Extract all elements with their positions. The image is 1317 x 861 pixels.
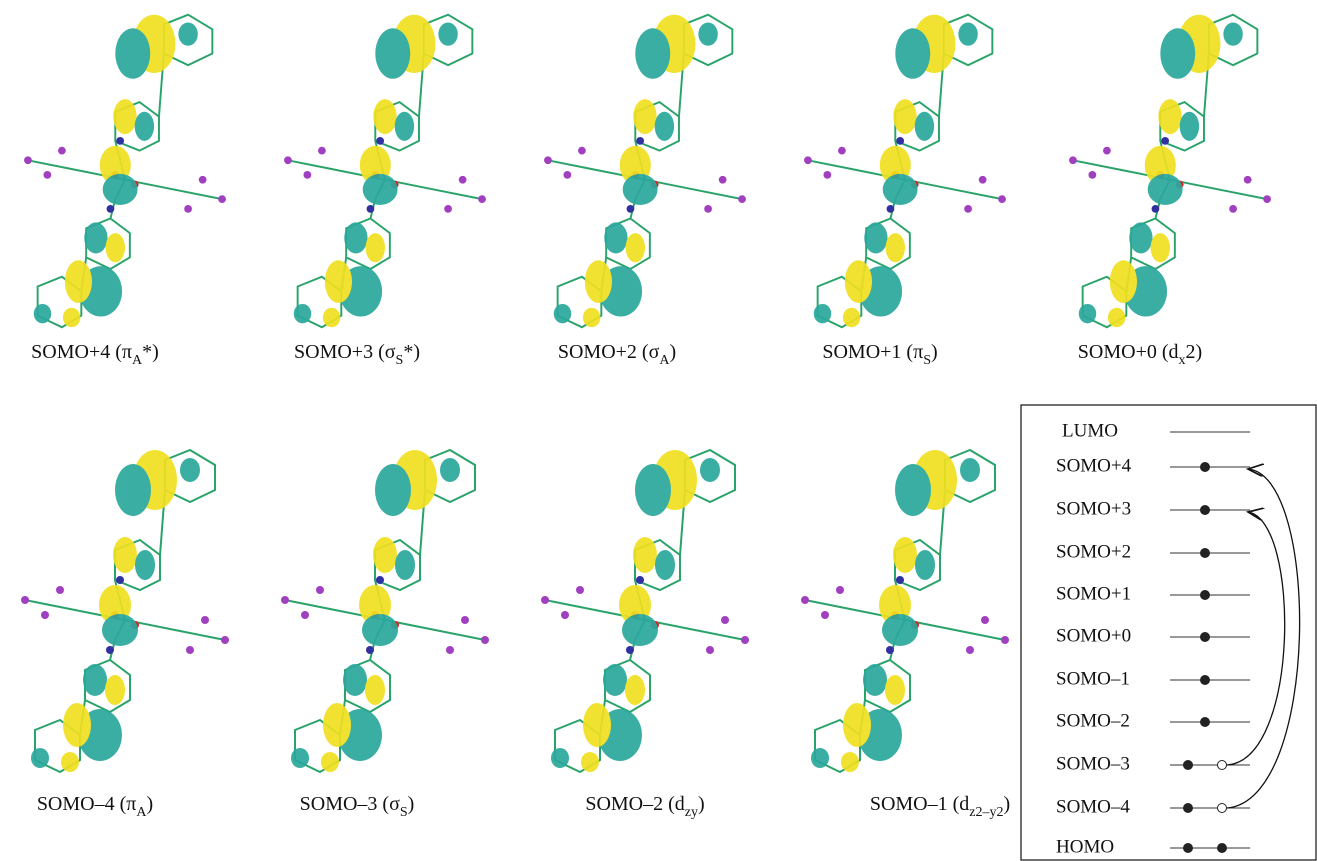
orbital-image bbox=[804, 15, 1006, 328]
label-subscript: z2–y2 bbox=[969, 805, 1003, 820]
label-main: SOMO+1 (π bbox=[822, 341, 923, 363]
level-label: SOMO+2 bbox=[1056, 541, 1131, 562]
orbital-image bbox=[24, 15, 226, 328]
level-label: SOMO+1 bbox=[1056, 583, 1131, 604]
orbital-image bbox=[284, 15, 486, 328]
orbital-image bbox=[281, 450, 489, 772]
level-label: SOMO+4 bbox=[1056, 455, 1132, 476]
label-end: ) bbox=[698, 793, 705, 815]
label-main: SOMO–3 (σ bbox=[300, 793, 400, 815]
label-main: SOMO+3 (σ bbox=[294, 341, 396, 363]
orbital-label: SOMO–4 (πA) bbox=[37, 793, 153, 820]
label-end: ) bbox=[408, 793, 415, 815]
label-subscript: S bbox=[396, 353, 404, 368]
electrons bbox=[1183, 462, 1227, 853]
orbital-label: SOMO+0 (dx2) bbox=[1078, 341, 1202, 368]
orbital-label: SOMO+1 (πS) bbox=[822, 341, 937, 368]
level-label: SOMO–2 bbox=[1056, 710, 1130, 731]
label-end: ) bbox=[147, 793, 154, 815]
label-end: ) bbox=[669, 341, 676, 363]
level-label: LUMO bbox=[1062, 420, 1118, 441]
level-label: HOMO bbox=[1056, 836, 1114, 857]
orbital-image bbox=[21, 450, 229, 772]
level-diagram: LUMO SOMO+4 SOMO+3 SOMO+2 SOMO+1 SOMO+0 SOMO–1… bbox=[1056, 420, 1250, 857]
orbital-image bbox=[541, 450, 749, 772]
orbital-label: SOMO–2 (dzy) bbox=[585, 793, 704, 820]
level-label: SOMO–1 bbox=[1056, 668, 1130, 689]
orbital-image bbox=[544, 15, 746, 328]
label-subscript: x bbox=[1179, 353, 1186, 368]
label-main: SOMO+4 (π bbox=[31, 341, 132, 363]
label-end: *) bbox=[403, 341, 420, 363]
label-main: SOMO–1 (d bbox=[870, 793, 969, 815]
level-label: SOMO+3 bbox=[1056, 498, 1131, 519]
excitation-arrows bbox=[1227, 469, 1300, 808]
label-main: SOMO–4 (π bbox=[37, 793, 137, 815]
label-end: 2) bbox=[1186, 341, 1203, 363]
label-subscript: S bbox=[923, 353, 931, 368]
orbital-image bbox=[801, 450, 1009, 772]
label-main: SOMO+0 (d bbox=[1078, 341, 1179, 363]
label-end: ) bbox=[1004, 793, 1011, 815]
label-main: SOMO–2 (d bbox=[585, 793, 684, 815]
orbital-images bbox=[21, 15, 1271, 772]
label-end: *) bbox=[142, 341, 159, 363]
orbital-label: SOMO–3 (σS) bbox=[300, 793, 415, 820]
level-label: SOMO+0 bbox=[1056, 625, 1131, 646]
label-end: ) bbox=[931, 341, 938, 363]
orbital-image bbox=[1069, 15, 1271, 328]
level-label: SOMO–3 bbox=[1056, 753, 1130, 774]
label-subscript: S bbox=[400, 805, 408, 820]
label-main: SOMO+2 (σ bbox=[558, 341, 660, 363]
orbital-label: SOMO–1 (dz2–y2) bbox=[870, 793, 1010, 820]
orbital-label: SOMO+4 (πA*) bbox=[31, 341, 159, 368]
label-subscript: zy bbox=[685, 805, 698, 820]
orbital-label: SOMO+3 (σS*) bbox=[294, 341, 420, 368]
orbital-label: SOMO+2 (σA) bbox=[558, 341, 676, 368]
level-label: SOMO–4 bbox=[1056, 796, 1130, 817]
figure: LUMO SOMO+4 SOMO+3 SOMO+2 SOMO+1 SOMO+0 SOMO–1… bbox=[0, 0, 1317, 861]
